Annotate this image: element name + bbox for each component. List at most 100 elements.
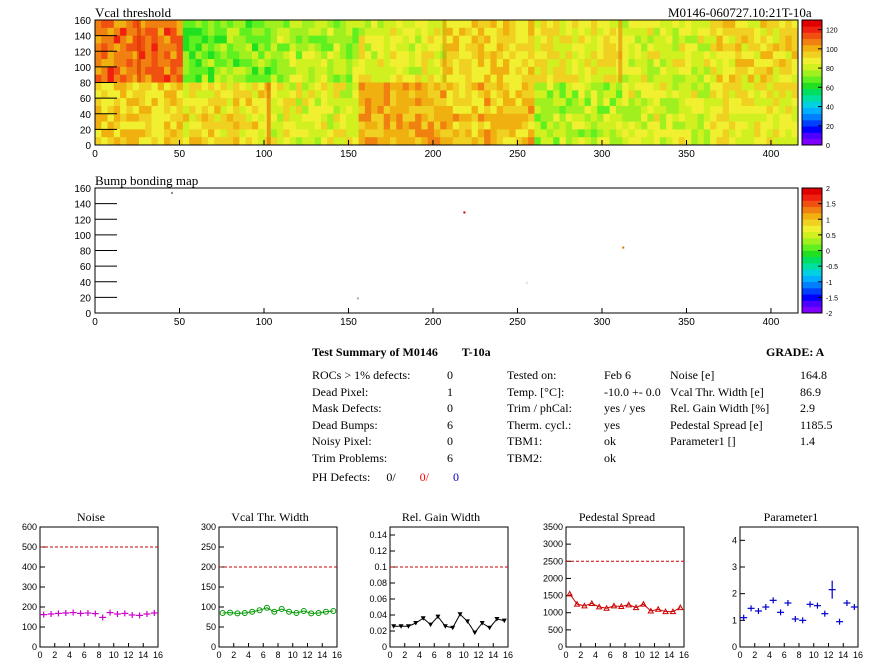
pixel-cell bbox=[308, 35, 316, 44]
hot-column bbox=[266, 82, 271, 145]
pixel-cell bbox=[339, 27, 347, 37]
pixel-cell bbox=[333, 113, 341, 123]
pixel-cell bbox=[534, 59, 542, 68]
pixel-cell bbox=[465, 59, 473, 68]
pixel-cell bbox=[772, 59, 780, 68]
pixel-cell bbox=[207, 129, 215, 138]
x-tick-label: 12 bbox=[649, 650, 659, 660]
pixel-cell bbox=[559, 27, 567, 37]
x-tick-label: 8 bbox=[622, 650, 627, 660]
pixel-cell bbox=[697, 129, 705, 138]
pixel-cell bbox=[189, 74, 196, 83]
pixel-cell bbox=[735, 59, 743, 68]
pixel-cell bbox=[220, 27, 228, 37]
pixel-cell bbox=[459, 121, 466, 130]
pixel-cell bbox=[258, 43, 265, 52]
pixel-cell bbox=[452, 66, 460, 76]
pixel-cell bbox=[628, 59, 636, 68]
pixel-cell bbox=[233, 27, 240, 37]
pixel-cell bbox=[459, 98, 466, 107]
pixel-cell bbox=[502, 129, 510, 138]
pixel-cell bbox=[396, 59, 404, 68]
pixel-cell bbox=[377, 35, 385, 44]
pixel-cell bbox=[358, 137, 366, 146]
pixel-cell bbox=[145, 51, 152, 60]
pixel-cell bbox=[233, 137, 240, 146]
pixel-cell bbox=[521, 51, 529, 60]
pixel-cell bbox=[628, 35, 636, 44]
pixel-cell bbox=[333, 74, 341, 83]
pixel-cell bbox=[220, 129, 228, 138]
pixel-cell bbox=[364, 113, 372, 123]
data-point bbox=[256, 607, 263, 614]
pixel-cell bbox=[308, 98, 316, 107]
pixel-cell bbox=[502, 121, 510, 130]
pixel-cell bbox=[201, 27, 209, 37]
pixel-cell bbox=[207, 74, 215, 83]
pixel-cell bbox=[615, 105, 623, 115]
pixel-cell bbox=[459, 113, 466, 123]
pixel-cell bbox=[490, 27, 498, 37]
pixel-cell bbox=[672, 105, 680, 115]
pixel-cell bbox=[477, 20, 485, 29]
pixel-cell bbox=[201, 59, 209, 68]
pixel-cell bbox=[716, 82, 724, 91]
pixel-cell bbox=[126, 113, 134, 123]
y-tick-label: 0.02 bbox=[369, 626, 387, 636]
pixel-cell bbox=[477, 121, 485, 130]
hot-column bbox=[136, 20, 141, 83]
pixel-cell bbox=[779, 98, 786, 107]
pixel-cell bbox=[521, 129, 529, 138]
pixel-cell bbox=[590, 74, 598, 83]
pixel-cell bbox=[427, 27, 435, 37]
pixel-cell bbox=[214, 43, 222, 52]
pixel-cell bbox=[245, 98, 253, 107]
pixel-cell bbox=[245, 105, 253, 115]
pixel-cell bbox=[107, 113, 115, 123]
pixel-cell bbox=[766, 59, 774, 68]
pixel-cell bbox=[553, 137, 560, 146]
pixel-cell bbox=[446, 43, 454, 52]
pixel-cell bbox=[741, 74, 749, 83]
pixel-cell bbox=[647, 66, 655, 76]
x-tick-label: 150 bbox=[340, 149, 357, 160]
pixel-cell bbox=[270, 98, 278, 107]
pixel-cell bbox=[496, 121, 504, 130]
pixel-cell bbox=[553, 121, 560, 130]
pixel-cell bbox=[716, 90, 724, 99]
pixel-cell bbox=[722, 35, 730, 44]
pixel-cell bbox=[151, 121, 159, 130]
pixel-cell bbox=[107, 121, 115, 130]
pixel-cell bbox=[358, 66, 366, 76]
pixel-cell bbox=[151, 113, 159, 123]
pixel-cell bbox=[226, 90, 234, 99]
pixel-cell bbox=[760, 66, 768, 76]
pixel-cell bbox=[201, 43, 209, 52]
pixel-cell bbox=[779, 27, 786, 37]
pixel-cell bbox=[277, 113, 284, 123]
pixel-cell bbox=[352, 82, 360, 91]
pixel-cell bbox=[308, 90, 316, 99]
pixel-cell bbox=[785, 27, 793, 37]
pixel-cell bbox=[390, 105, 397, 115]
pixel-cell bbox=[302, 27, 309, 37]
pixel-cell bbox=[233, 90, 240, 99]
pixel-cell bbox=[747, 137, 755, 146]
pixel-cell bbox=[333, 27, 341, 37]
pixel-cell bbox=[615, 137, 623, 146]
pixel-cell bbox=[710, 66, 717, 76]
pixel-cell bbox=[352, 59, 360, 68]
pixel-cell bbox=[678, 98, 686, 107]
roc-0 bbox=[95, 20, 184, 83]
pixel-cell bbox=[283, 90, 291, 99]
data-point bbox=[662, 608, 669, 615]
pixel-cell bbox=[383, 27, 391, 37]
pixel-cell bbox=[101, 27, 109, 37]
pixel-cell bbox=[390, 27, 397, 37]
pixel-cell bbox=[703, 43, 711, 52]
pixel-cell bbox=[659, 113, 667, 123]
pixel-cell bbox=[666, 82, 673, 91]
pixel-cell bbox=[320, 137, 328, 146]
data-point bbox=[322, 608, 329, 615]
pixel-cell bbox=[609, 98, 617, 107]
